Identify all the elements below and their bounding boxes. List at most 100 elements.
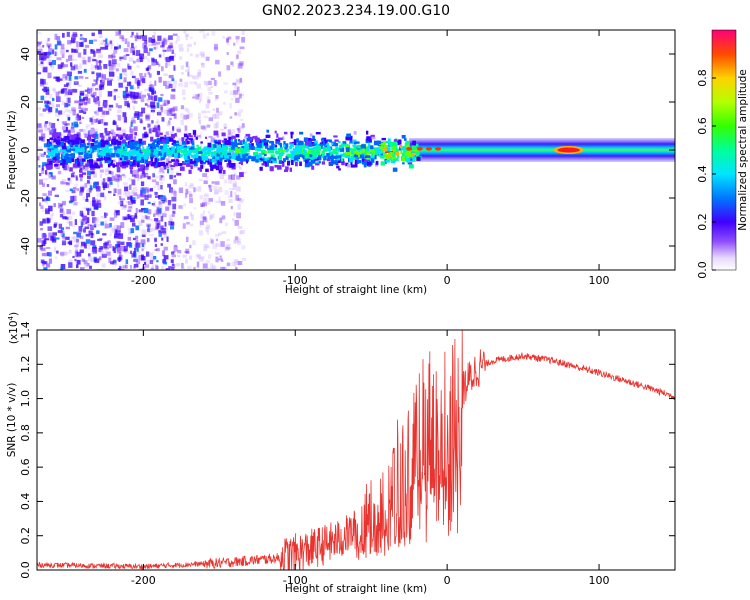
noise-speck — [201, 162, 206, 168]
noise-speck — [101, 253, 107, 258]
band-speck — [213, 130, 219, 136]
band-speck — [190, 154, 195, 158]
band-speck — [91, 138, 95, 143]
noise-speck — [113, 95, 116, 101]
noise-speck — [147, 228, 150, 233]
noise-speck — [90, 200, 94, 207]
noise-speck — [234, 112, 237, 116]
noise-speck — [38, 129, 43, 133]
noise-speck — [61, 62, 64, 66]
noise-speck — [164, 57, 167, 61]
noise-speck — [211, 181, 215, 184]
noise-speck — [203, 198, 206, 204]
snr-scale-label: (x104) — [7, 312, 20, 344]
noise-speck — [231, 129, 236, 135]
noise-speck — [166, 106, 170, 112]
band-speck — [263, 153, 267, 157]
noise-speck — [165, 56, 171, 63]
band-speck — [85, 163, 88, 166]
band-speck — [60, 138, 65, 142]
noise-speck — [222, 173, 227, 176]
noise-speck — [76, 259, 81, 265]
noise-speck — [239, 61, 244, 66]
noise-speck — [235, 194, 240, 201]
band-speck — [400, 146, 406, 151]
band-speck — [245, 146, 250, 150]
band-speck — [361, 144, 366, 149]
noise-speck — [42, 55, 47, 61]
noise-speck — [134, 101, 138, 104]
noise-speck — [126, 242, 132, 247]
noise-speck — [132, 237, 136, 241]
noise-speck — [200, 213, 205, 220]
noise-speck — [105, 133, 110, 136]
noise-speck — [106, 111, 110, 115]
noise-speck — [185, 193, 188, 198]
noise-speck — [89, 117, 93, 123]
noise-speck — [114, 188, 118, 193]
noise-speck — [37, 72, 42, 75]
noise-speck — [86, 196, 89, 201]
noise-speck — [42, 218, 46, 224]
noise-speck — [143, 261, 147, 265]
noise-speck — [167, 168, 170, 174]
noise-speck — [178, 187, 184, 193]
noise-speck — [151, 120, 154, 124]
noise-speck — [49, 238, 53, 241]
noise-speck — [219, 255, 222, 258]
noise-speck — [167, 133, 172, 137]
band-speck — [361, 158, 366, 164]
noise-speck — [93, 50, 96, 57]
noise-speck — [139, 194, 144, 198]
band-speck — [282, 144, 286, 148]
noise-speck — [208, 184, 213, 191]
band-speck — [307, 150, 313, 155]
band-speck — [393, 159, 397, 162]
band-speck — [356, 151, 362, 154]
noise-speck — [64, 102, 69, 108]
noise-speck — [108, 161, 112, 166]
noise-speck — [183, 216, 189, 220]
band-speck — [204, 156, 209, 161]
band-speck — [51, 145, 55, 149]
band-speck — [131, 146, 137, 150]
noise-speck — [77, 155, 83, 162]
noise-speck — [50, 138, 55, 144]
band-speck — [83, 154, 89, 160]
band-speck — [116, 145, 121, 149]
band-speck — [201, 161, 206, 165]
noise-speck — [152, 173, 155, 178]
noise-speck — [178, 137, 181, 144]
noise-speck — [55, 104, 60, 108]
noise-speck — [123, 85, 128, 88]
band-speck — [98, 155, 101, 159]
noise-speck — [141, 208, 146, 211]
noise-speck — [43, 151, 46, 155]
noise-speck — [141, 229, 147, 235]
noise-speck — [153, 91, 158, 98]
noise-speck — [131, 42, 134, 48]
noise-speck — [103, 101, 107, 108]
noise-speck — [40, 247, 46, 252]
noise-speck — [62, 88, 68, 93]
noise-speck — [41, 240, 46, 247]
noise-speck — [95, 80, 98, 85]
band-speck — [166, 144, 170, 147]
noise-speck — [119, 245, 125, 252]
noise-speck — [124, 100, 129, 107]
noise-speck — [151, 38, 156, 43]
noise-speck — [164, 227, 168, 230]
noise-speck — [65, 109, 70, 113]
noise-speck — [52, 97, 55, 102]
noise-speck — [79, 210, 84, 217]
band-speck — [155, 131, 159, 135]
noise-speck — [240, 94, 245, 97]
noise-speck — [116, 166, 121, 173]
band-speck — [191, 140, 194, 145]
noise-speck — [201, 62, 205, 69]
noise-speck — [57, 41, 62, 46]
noise-speck — [177, 127, 181, 133]
band-speck — [174, 153, 179, 158]
noise-speck — [147, 51, 151, 56]
